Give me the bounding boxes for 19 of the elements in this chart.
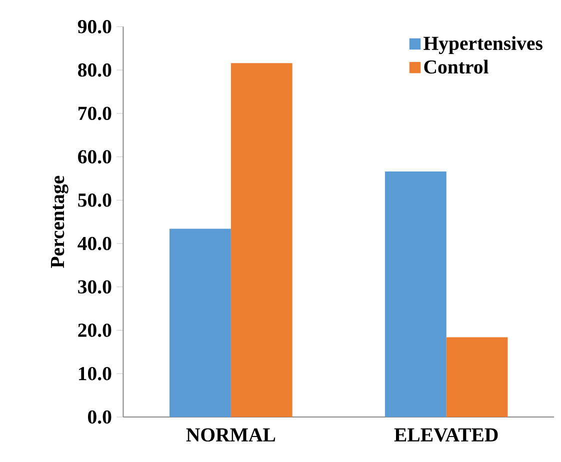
- y-tick-label: 20.0: [78, 324, 112, 338]
- y-tick-label: 60.0: [78, 150, 112, 164]
- bar: [170, 229, 231, 418]
- bar: [446, 337, 508, 418]
- legend-label: Hypertensives: [424, 36, 542, 54]
- y-tick-label: 40.0: [78, 237, 112, 251]
- y-tick-label: 50.0: [78, 194, 112, 208]
- y-tick-label: 70.0: [78, 106, 112, 120]
- y-tick-label: 30.0: [78, 280, 112, 294]
- x-tick-label: ELEVATED: [394, 428, 498, 442]
- bar: [384, 172, 446, 418]
- y-tick-label: 10.0: [78, 367, 112, 381]
- y-axis-title: Percentage: [51, 176, 68, 268]
- legend-label: Control: [424, 60, 488, 74]
- y-tick-label: 90.0: [78, 20, 112, 34]
- x-tick-label: NORMAL: [186, 428, 276, 442]
- y-tick-label: 80.0: [78, 64, 112, 78]
- y-tick-label: 0.0: [88, 410, 112, 424]
- bar: [230, 63, 292, 418]
